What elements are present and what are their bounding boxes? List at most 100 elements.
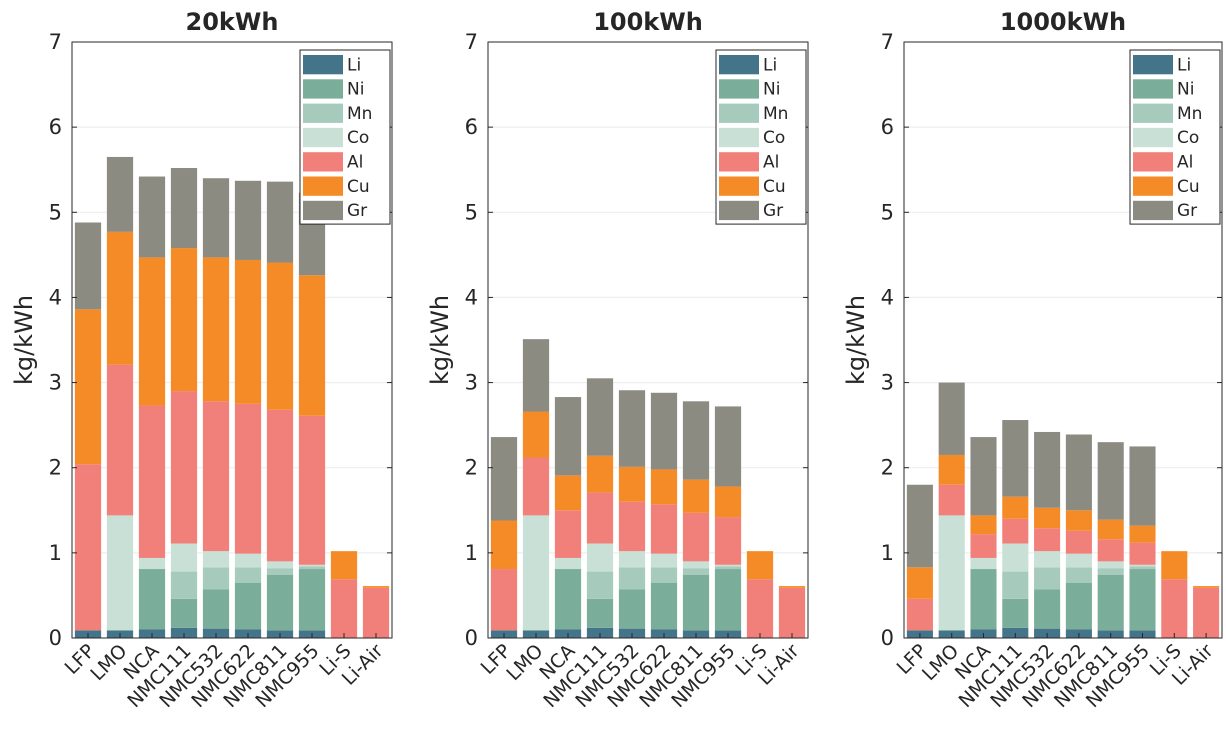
bar-Ni-NMC811 [1097, 574, 1124, 631]
bar-Li-NMC111 [586, 627, 614, 638]
bar-Cu-NCA [138, 257, 166, 406]
bar-Al-LFP [490, 569, 518, 631]
legend-label-Mn: Mn [347, 104, 372, 124]
bar-Gr-LFP [74, 222, 102, 310]
legend-swatch-Al [719, 152, 759, 172]
chart-panel-2: 01234567LFPLMONCANMC111NMC532NMC622NMC81… [842, 8, 1223, 712]
bar-Cu-LMO [522, 411, 550, 458]
bar-Co-NMC111 [586, 543, 614, 572]
y-tick-label: 5 [49, 200, 62, 224]
axes-box [71, 41, 393, 639]
chart-panel-0: 01234567LFPLMONCANMC111NMC532NMC622NMC81… [10, 8, 393, 712]
bar-Al-Li-Air [778, 587, 806, 638]
bar-Cu-NMC622 [650, 469, 678, 505]
bar-Ni-NMC955 [1129, 569, 1156, 631]
legend-swatch-Cu [303, 176, 343, 196]
bar-Al-NMC811 [1097, 539, 1124, 562]
y-tick-label: 3 [465, 371, 478, 395]
bar-Ni-NMC955 [298, 569, 326, 631]
legend-swatch-Co [719, 127, 759, 148]
y-tick-label: 4 [881, 285, 894, 309]
y-tick-label: 3 [49, 371, 62, 395]
bar-Ni-NMC111 [1002, 598, 1029, 628]
bar-Al-Li-S [746, 579, 774, 638]
bar-Cu-Li-S [746, 551, 774, 580]
bar-Mn-NMC111 [1002, 571, 1029, 599]
bar-Gr-NMC532 [618, 390, 646, 467]
bar-Ni-NMC811 [266, 574, 294, 631]
bar-Ni-NMC955 [714, 569, 742, 631]
legend-swatch-Ni [719, 79, 759, 99]
bar-Co-NMC111 [170, 543, 198, 572]
legend-swatch-Cu [719, 176, 759, 196]
bar-Co-NMC622 [234, 553, 262, 568]
chart-title: 1000kWh [1000, 8, 1126, 36]
y-tick-label: 2 [465, 456, 478, 480]
y-tick-label: 4 [465, 285, 478, 309]
axes-box [487, 41, 809, 639]
bar-Gr-NMC811 [1097, 442, 1124, 520]
bar-Mn-NMC955 [298, 566, 326, 570]
y-tick-label: 7 [881, 30, 894, 54]
bar-Gr-NMC532 [202, 178, 230, 258]
bar-Mn-NMC111 [586, 571, 614, 599]
legend-label-Li: Li [1177, 55, 1191, 75]
legend-swatch-Gr [719, 200, 759, 221]
bar-Cu-NMC811 [1097, 519, 1124, 540]
bar-Gr-NCA [970, 437, 997, 516]
y-tick-label: 5 [465, 200, 478, 224]
bar-Cu-Li-S [330, 551, 358, 580]
bar-Cu-NMC532 [618, 466, 646, 502]
legend: Li Ni Mn Co Al Cu Gr [715, 49, 807, 225]
bar-Cu-NCA [970, 515, 997, 535]
bar-Gr-NMC811 [266, 181, 294, 263]
axes-box [903, 41, 1223, 639]
bar-Ni-NMC532 [1034, 589, 1061, 629]
bar-Al-NMC955 [1129, 542, 1156, 565]
bar-Gr-NMC111 [170, 168, 198, 249]
legend-label-Cu: Cu [347, 177, 370, 197]
bar-Gr-NCA [138, 176, 166, 258]
bar-Gr-NMC622 [234, 180, 262, 260]
legend-label-Gr: Gr [1177, 201, 1197, 221]
bar-Ni-NCA [970, 569, 997, 630]
y-tick-label: 0 [465, 626, 478, 650]
bar-Ni-NMC622 [234, 582, 262, 630]
y-tick-label: 2 [49, 456, 62, 480]
bar-Al-NCA [970, 534, 997, 558]
legend-label-Gr: Gr [763, 201, 783, 221]
bar-Cu-NMC111 [1002, 496, 1029, 519]
bar-Al-LFP [906, 598, 933, 631]
y-axis-label: kg/kWh [426, 295, 454, 385]
bar-Gr-NMC955 [714, 406, 742, 487]
y-tick-label: 0 [881, 626, 894, 650]
legend-label-Al: Al [763, 153, 779, 173]
legend-label-Ni: Ni [347, 80, 364, 100]
legend-label-Cu: Cu [1177, 177, 1200, 197]
bar-Co-NCA [970, 557, 997, 570]
bar-Mn-NMC955 [714, 566, 742, 570]
y-tick-label: 6 [49, 115, 62, 139]
legend-swatch-Gr [303, 200, 343, 221]
bar-Co-NMC811 [266, 561, 294, 569]
bar-Co-LMO [938, 515, 965, 631]
legend-swatch-Ni [1133, 79, 1173, 99]
legend-label-Mn: Mn [763, 104, 788, 124]
y-tick-label: 0 [49, 626, 62, 650]
bar-Al-LMO [522, 457, 550, 516]
bar-Ni-NMC111 [586, 598, 614, 628]
legend-swatch-Li [303, 55, 343, 75]
bar-Al-NMC811 [266, 409, 294, 562]
legend-swatch-Mn [1133, 103, 1173, 123]
bar-Mn-NMC532 [618, 567, 646, 590]
bar-Cu-NMC532 [202, 257, 230, 402]
legend-label-Co: Co [347, 128, 369, 148]
legend-swatch-Li [719, 55, 759, 75]
legend-swatch-Li [1133, 55, 1173, 75]
bar-Al-NMC532 [618, 501, 646, 552]
legend-label-Al: Al [347, 153, 363, 173]
legend-swatch-Co [1133, 127, 1173, 148]
bar-Al-NMC955 [298, 415, 326, 565]
y-tick-label: 4 [49, 285, 62, 309]
bar-Li-NMC111 [170, 627, 198, 638]
